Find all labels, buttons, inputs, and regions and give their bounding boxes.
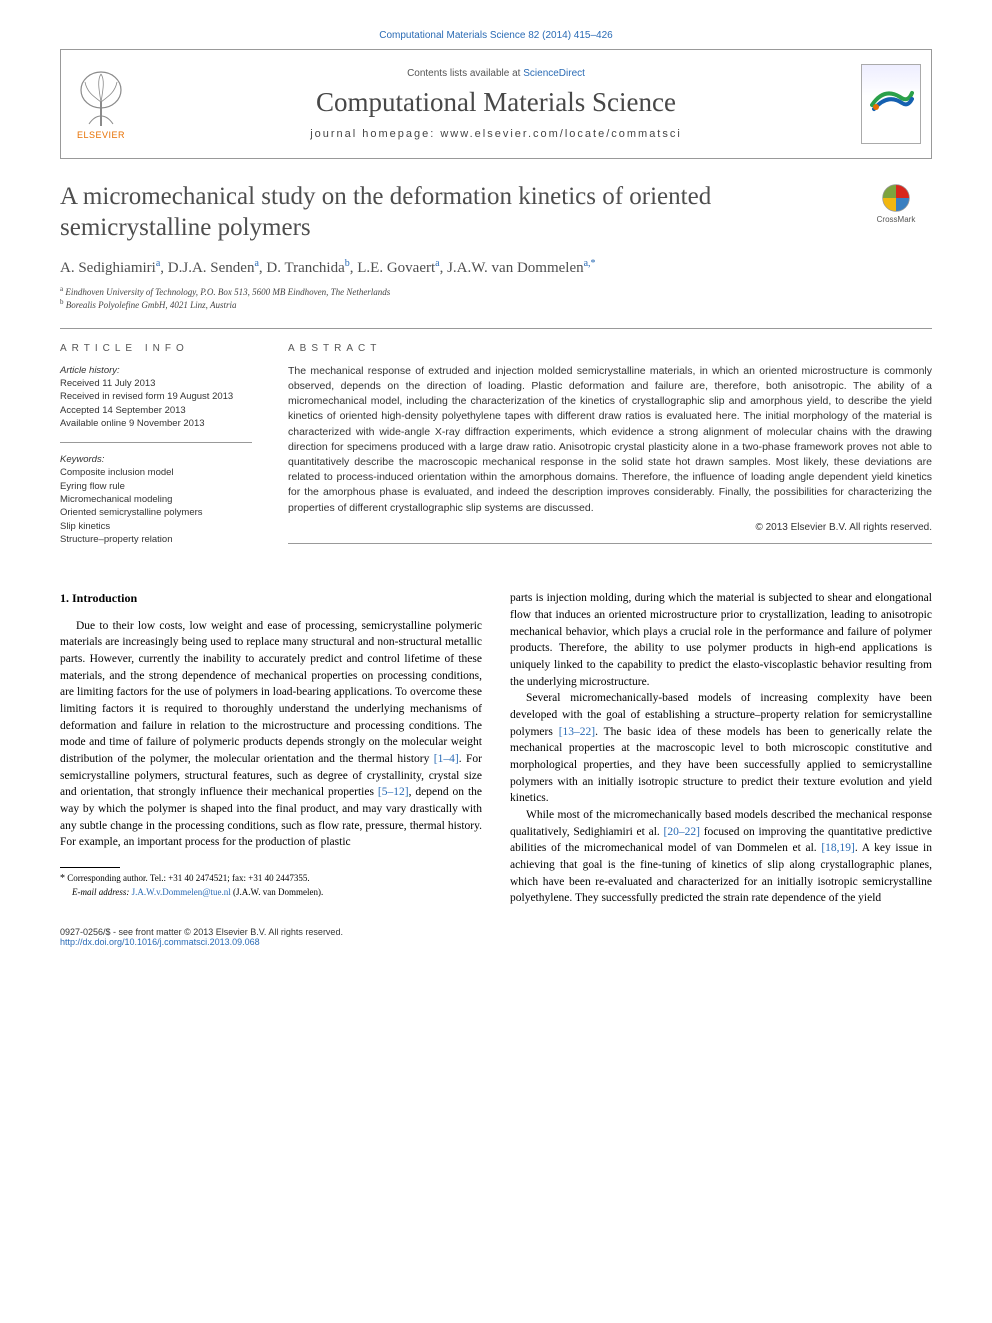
author: D.J.A. Sendena — [168, 260, 259, 276]
article-history: Article history: Received 11 July 2013 R… — [60, 364, 252, 430]
author-list: A. Sedighiamiria, D.J.A. Sendena, D. Tra… — [60, 258, 932, 277]
intro-para: Due to their low costs, low weight and e… — [60, 618, 482, 851]
intro-para: parts is injection molding, during which… — [510, 590, 932, 690]
citation-link[interactable]: [1–4] — [434, 753, 459, 765]
citation-link[interactable]: [18,19] — [821, 842, 855, 854]
abstract-text: The mechanical response of extruded and … — [288, 364, 932, 516]
crossmark-icon — [881, 183, 911, 213]
article-info-head: ARTICLE INFO — [60, 343, 252, 354]
intro-para: Several micromechanically-based models o… — [510, 690, 932, 807]
journal-title: Computational Materials Science — [141, 87, 851, 118]
article-title: A micromechanical study on the deformati… — [60, 181, 840, 244]
elsevier-logo[interactable]: ELSEVIER — [61, 50, 141, 158]
author: A. Sedighiamiria — [60, 260, 160, 276]
affiliation: Eindhoven University of Technology, P.O.… — [65, 287, 390, 297]
footer-copyright: 0927-0256/$ - see front matter © 2013 El… — [60, 927, 932, 937]
citation-link[interactable]: [5–12] — [378, 786, 409, 798]
author: D. Tranchidab — [266, 260, 349, 276]
citation-link[interactable]: [13–22] — [559, 726, 595, 738]
sciencedirect-link[interactable]: ScienceDirect — [523, 68, 585, 79]
elsevier-tree-icon — [73, 68, 129, 128]
journal-header: ELSEVIER Contents lists available at Sci… — [60, 49, 932, 159]
footnote-separator — [60, 867, 120, 868]
keywords-block: Keywords: Composite inclusion model Eyri… — [60, 453, 252, 546]
intro-para: While most of the micromechanically base… — [510, 807, 932, 907]
email-link[interactable]: J.A.W.v.Dommelen@tue.nl — [132, 887, 231, 897]
journal-cover[interactable] — [851, 50, 931, 158]
author: L.E. Govaerta — [357, 260, 439, 276]
affiliation: Borealis Polyolefine GmbH, 4021 Linz, Au… — [66, 300, 237, 310]
contents-lists-line: Contents lists available at ScienceDirec… — [141, 68, 851, 79]
affiliations: a Eindhoven University of Technology, P.… — [60, 285, 932, 312]
cover-thumbnail — [861, 64, 921, 144]
page-footer: 0927-0256/$ - see front matter © 2013 El… — [60, 927, 932, 947]
body-column-left: 1. Introduction Due to their low costs, … — [60, 590, 482, 907]
corresponding-author-footnote: * Corresponding author. Tel.: +31 40 247… — [60, 872, 482, 898]
crossmark-label: CrossMark — [877, 215, 916, 224]
citation-header[interactable]: Computational Materials Science 82 (2014… — [60, 30, 932, 41]
abstract-head: ABSTRACT — [288, 343, 932, 354]
elsevier-label: ELSEVIER — [77, 130, 125, 140]
contents-prefix: Contents lists available at — [407, 68, 523, 79]
crossmark-badge[interactable]: CrossMark — [860, 183, 932, 224]
intro-heading: 1. Introduction — [60, 590, 482, 607]
journal-homepage[interactable]: journal homepage: www.elsevier.com/locat… — [141, 128, 851, 140]
abstract-copyright: © 2013 Elsevier B.V. All rights reserved… — [288, 522, 932, 533]
body-column-right: parts is injection molding, during which… — [510, 590, 932, 907]
doi-link[interactable]: http://dx.doi.org/10.1016/j.commatsci.20… — [60, 937, 260, 947]
citation-link[interactable]: [20–22] — [664, 826, 700, 838]
author: J.A.W. van Dommelena,* — [447, 260, 595, 276]
